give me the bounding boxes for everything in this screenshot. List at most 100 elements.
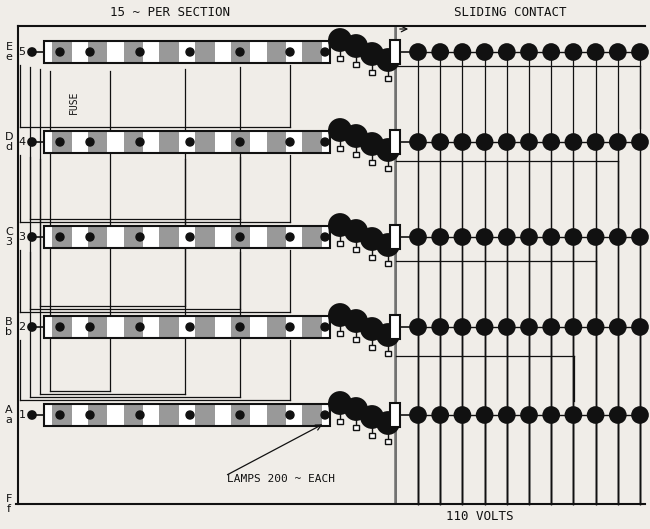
Bar xyxy=(390,40,400,64)
Text: LAMPS 200 ~ EACH: LAMPS 200 ~ EACH xyxy=(227,474,335,484)
Bar xyxy=(44,226,330,248)
Bar xyxy=(44,404,330,426)
Bar xyxy=(353,337,359,342)
Circle shape xyxy=(454,407,471,423)
Circle shape xyxy=(377,49,399,71)
Circle shape xyxy=(345,125,367,147)
Circle shape xyxy=(56,323,64,331)
Circle shape xyxy=(286,323,294,331)
Circle shape xyxy=(28,233,36,241)
Bar xyxy=(337,331,343,336)
Bar xyxy=(159,405,179,425)
Bar xyxy=(231,317,250,337)
Circle shape xyxy=(377,324,399,346)
Circle shape xyxy=(136,138,144,146)
Circle shape xyxy=(345,310,367,332)
Circle shape xyxy=(632,319,648,335)
Bar xyxy=(195,227,215,247)
Circle shape xyxy=(236,411,244,419)
Circle shape xyxy=(610,229,626,245)
Circle shape xyxy=(543,44,559,60)
Circle shape xyxy=(56,411,64,419)
Circle shape xyxy=(410,134,426,150)
Text: a: a xyxy=(6,415,12,425)
Bar xyxy=(195,42,215,62)
Circle shape xyxy=(56,233,64,241)
Circle shape xyxy=(521,319,537,335)
Circle shape xyxy=(410,229,426,245)
Bar xyxy=(52,132,72,152)
Circle shape xyxy=(454,134,471,150)
Bar xyxy=(302,317,322,337)
Circle shape xyxy=(321,411,329,419)
Circle shape xyxy=(286,411,294,419)
Circle shape xyxy=(186,138,194,146)
Bar xyxy=(302,405,322,425)
Circle shape xyxy=(521,44,537,60)
Bar xyxy=(159,317,179,337)
Circle shape xyxy=(521,229,537,245)
Text: 3: 3 xyxy=(18,232,25,242)
Circle shape xyxy=(566,44,581,60)
Text: SLIDING CONTACT: SLIDING CONTACT xyxy=(454,5,566,19)
Bar xyxy=(44,316,330,338)
Circle shape xyxy=(86,233,94,241)
Circle shape xyxy=(588,134,604,150)
Text: FUSE: FUSE xyxy=(69,90,79,114)
Text: e: e xyxy=(6,52,12,62)
Bar xyxy=(302,42,322,62)
Circle shape xyxy=(56,48,64,56)
Circle shape xyxy=(410,44,426,60)
Circle shape xyxy=(566,319,581,335)
Circle shape xyxy=(476,319,493,335)
Circle shape xyxy=(499,319,515,335)
Circle shape xyxy=(136,411,144,419)
Bar xyxy=(52,227,72,247)
Bar xyxy=(390,130,400,154)
Bar xyxy=(231,227,250,247)
Bar xyxy=(337,56,343,61)
Circle shape xyxy=(329,392,351,414)
Bar xyxy=(231,42,250,62)
Bar xyxy=(353,62,359,67)
Text: 2: 2 xyxy=(18,322,25,332)
Text: E: E xyxy=(5,42,12,52)
Circle shape xyxy=(410,319,426,335)
Text: 15 ~ PER SECTION: 15 ~ PER SECTION xyxy=(110,5,230,19)
Circle shape xyxy=(28,411,36,419)
Circle shape xyxy=(361,43,383,65)
Circle shape xyxy=(345,35,367,57)
Circle shape xyxy=(588,319,604,335)
Bar xyxy=(302,227,322,247)
Circle shape xyxy=(236,323,244,331)
Circle shape xyxy=(632,134,648,150)
Bar xyxy=(353,425,359,430)
Text: C: C xyxy=(5,227,13,237)
Bar xyxy=(385,351,391,356)
Circle shape xyxy=(499,229,515,245)
Bar xyxy=(266,132,286,152)
Circle shape xyxy=(543,229,559,245)
Circle shape xyxy=(588,407,604,423)
Bar xyxy=(195,132,215,152)
Text: 110 VOLTS: 110 VOLTS xyxy=(447,510,514,524)
Circle shape xyxy=(566,407,581,423)
Circle shape xyxy=(632,229,648,245)
Circle shape xyxy=(543,319,559,335)
Bar xyxy=(195,317,215,337)
Circle shape xyxy=(521,134,537,150)
Circle shape xyxy=(361,133,383,155)
Text: F: F xyxy=(6,494,12,504)
Circle shape xyxy=(345,220,367,242)
Circle shape xyxy=(610,407,626,423)
Circle shape xyxy=(186,233,194,241)
Circle shape xyxy=(236,48,244,56)
Circle shape xyxy=(377,234,399,256)
Circle shape xyxy=(610,44,626,60)
Circle shape xyxy=(28,323,36,331)
Bar xyxy=(52,42,72,62)
Circle shape xyxy=(329,29,351,51)
Circle shape xyxy=(86,48,94,56)
Circle shape xyxy=(632,407,648,423)
Circle shape xyxy=(321,48,329,56)
